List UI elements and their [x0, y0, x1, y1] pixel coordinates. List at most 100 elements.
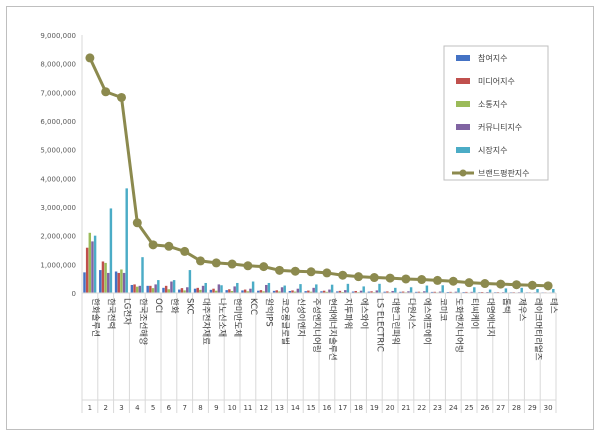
legend-swatch: [456, 101, 470, 107]
line-point: [385, 273, 395, 283]
bar: [241, 290, 244, 293]
legend-swatch: [456, 55, 470, 61]
line-point: [338, 270, 348, 280]
rank-label: 19: [370, 404, 379, 412]
legend-label: 소통지수: [478, 100, 507, 109]
bar: [407, 291, 410, 293]
line-point: [448, 276, 458, 286]
rank-label: 26: [480, 404, 489, 412]
category-label: 한화: [169, 298, 179, 314]
y-tick-label: 1,000,000: [40, 261, 76, 269]
bar: [117, 272, 120, 293]
rank-label: 16: [322, 404, 331, 412]
bar: [225, 290, 228, 293]
bar: [201, 285, 205, 293]
bar: [330, 284, 334, 293]
bar: [370, 291, 373, 293]
line-point: [180, 246, 190, 256]
rank-label: 18: [354, 404, 363, 412]
rank-label: 8: [198, 404, 202, 412]
line-point: [85, 53, 95, 63]
bar: [259, 290, 263, 293]
category-label: LG전자: [122, 298, 133, 325]
y-tick-label: 6,000,000: [40, 118, 76, 126]
bar: [367, 291, 371, 293]
bar: [470, 291, 473, 293]
bar: [246, 291, 250, 293]
line-point: [512, 280, 521, 290]
category-label: 에스에프에이: [422, 298, 433, 345]
legend-label: 참여지수: [478, 53, 507, 63]
category-label: 주성엔지니어링: [311, 298, 322, 353]
category-label: 한국조선해양: [137, 298, 148, 345]
category-label: 지투파워: [343, 298, 353, 329]
y-tick-label: 4,000,000: [40, 175, 76, 183]
legend-swatch: [456, 147, 470, 153]
bar: [267, 282, 271, 293]
bar: [425, 285, 429, 293]
category-label: 레이크머티리얼즈: [532, 298, 543, 361]
bar: [133, 284, 136, 293]
bar: [344, 290, 347, 293]
line-point: [211, 258, 221, 268]
category-label: 다원시스: [406, 298, 416, 329]
line-point: [275, 265, 284, 275]
bar: [394, 287, 397, 293]
bar: [109, 208, 113, 293]
bar: [312, 287, 315, 293]
bar: [91, 241, 94, 293]
bar: [399, 291, 402, 293]
bar-series: [83, 188, 555, 293]
legend-swatch: [456, 78, 470, 84]
category-label: SKC: [185, 298, 195, 315]
rank-label: 20: [386, 404, 395, 412]
bar: [378, 283, 381, 293]
bar: [93, 235, 97, 293]
line-point: [354, 272, 363, 282]
bar: [504, 288, 508, 293]
bar: [272, 290, 276, 293]
bar: [375, 290, 379, 293]
category-label: 한미반도체: [232, 298, 243, 337]
bar: [212, 288, 215, 293]
bar: [291, 290, 294, 293]
bar: [417, 291, 421, 293]
category-label: 대주전자재료: [201, 298, 212, 345]
line-point: [196, 256, 205, 266]
bar: [438, 291, 442, 293]
line-point: [464, 278, 474, 288]
bar: [415, 291, 418, 293]
line-point: [306, 267, 316, 277]
category-label: 코미코: [438, 298, 448, 322]
line-point: [417, 275, 427, 285]
bar: [107, 272, 110, 293]
y-tick-label: 3,000,000: [40, 204, 76, 212]
rank-label: 4: [135, 404, 140, 412]
category-label: 대명에너지: [485, 298, 496, 337]
bar: [183, 290, 186, 293]
bar: [135, 286, 139, 293]
bar: [307, 290, 310, 293]
category-label: 현대에너지솔루션: [327, 298, 338, 361]
legend-label: 시장지수: [478, 145, 507, 155]
rank-label: 6: [167, 404, 172, 412]
rank-label: 1: [88, 404, 92, 412]
rank-label: 10: [228, 404, 237, 412]
rank-label: 2: [103, 404, 107, 412]
bar: [383, 291, 386, 293]
rank-label: 27: [496, 404, 505, 412]
bar: [228, 289, 231, 293]
bar: [280, 287, 284, 293]
legend-label: 브랜드평판지수: [478, 168, 530, 178]
bar: [186, 287, 189, 293]
line-point: [227, 259, 237, 269]
category-label: 도화엔지니어링: [453, 298, 464, 353]
line-point: [132, 218, 142, 228]
rank-label: 22: [417, 404, 426, 412]
y-axis: 0 1,000,000 2,000,000 3,000,000 4,000,000 5,0…: [40, 32, 83, 298]
line-point: [496, 279, 506, 289]
bar: [465, 291, 468, 293]
line-point: [164, 241, 174, 251]
rank-label: 28: [512, 404, 521, 412]
line-point: [148, 240, 158, 250]
